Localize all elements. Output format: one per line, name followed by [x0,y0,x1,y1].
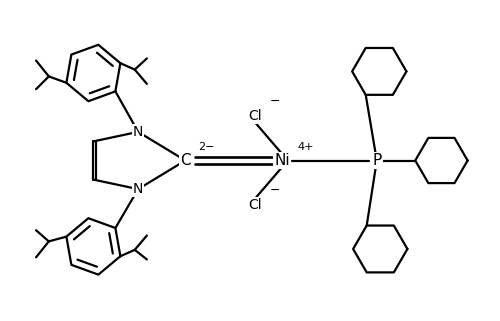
Text: P: P [372,153,382,168]
Text: Cl: Cl [248,109,262,123]
Text: −: − [270,95,280,108]
Text: Ni: Ni [274,153,290,168]
Text: N: N [133,125,143,139]
Text: N: N [133,182,143,196]
Text: 2−: 2− [198,142,214,152]
Text: C: C [180,153,190,168]
Text: −: − [270,184,280,197]
Text: Cl: Cl [248,198,262,212]
Text: 4+: 4+ [297,142,314,152]
